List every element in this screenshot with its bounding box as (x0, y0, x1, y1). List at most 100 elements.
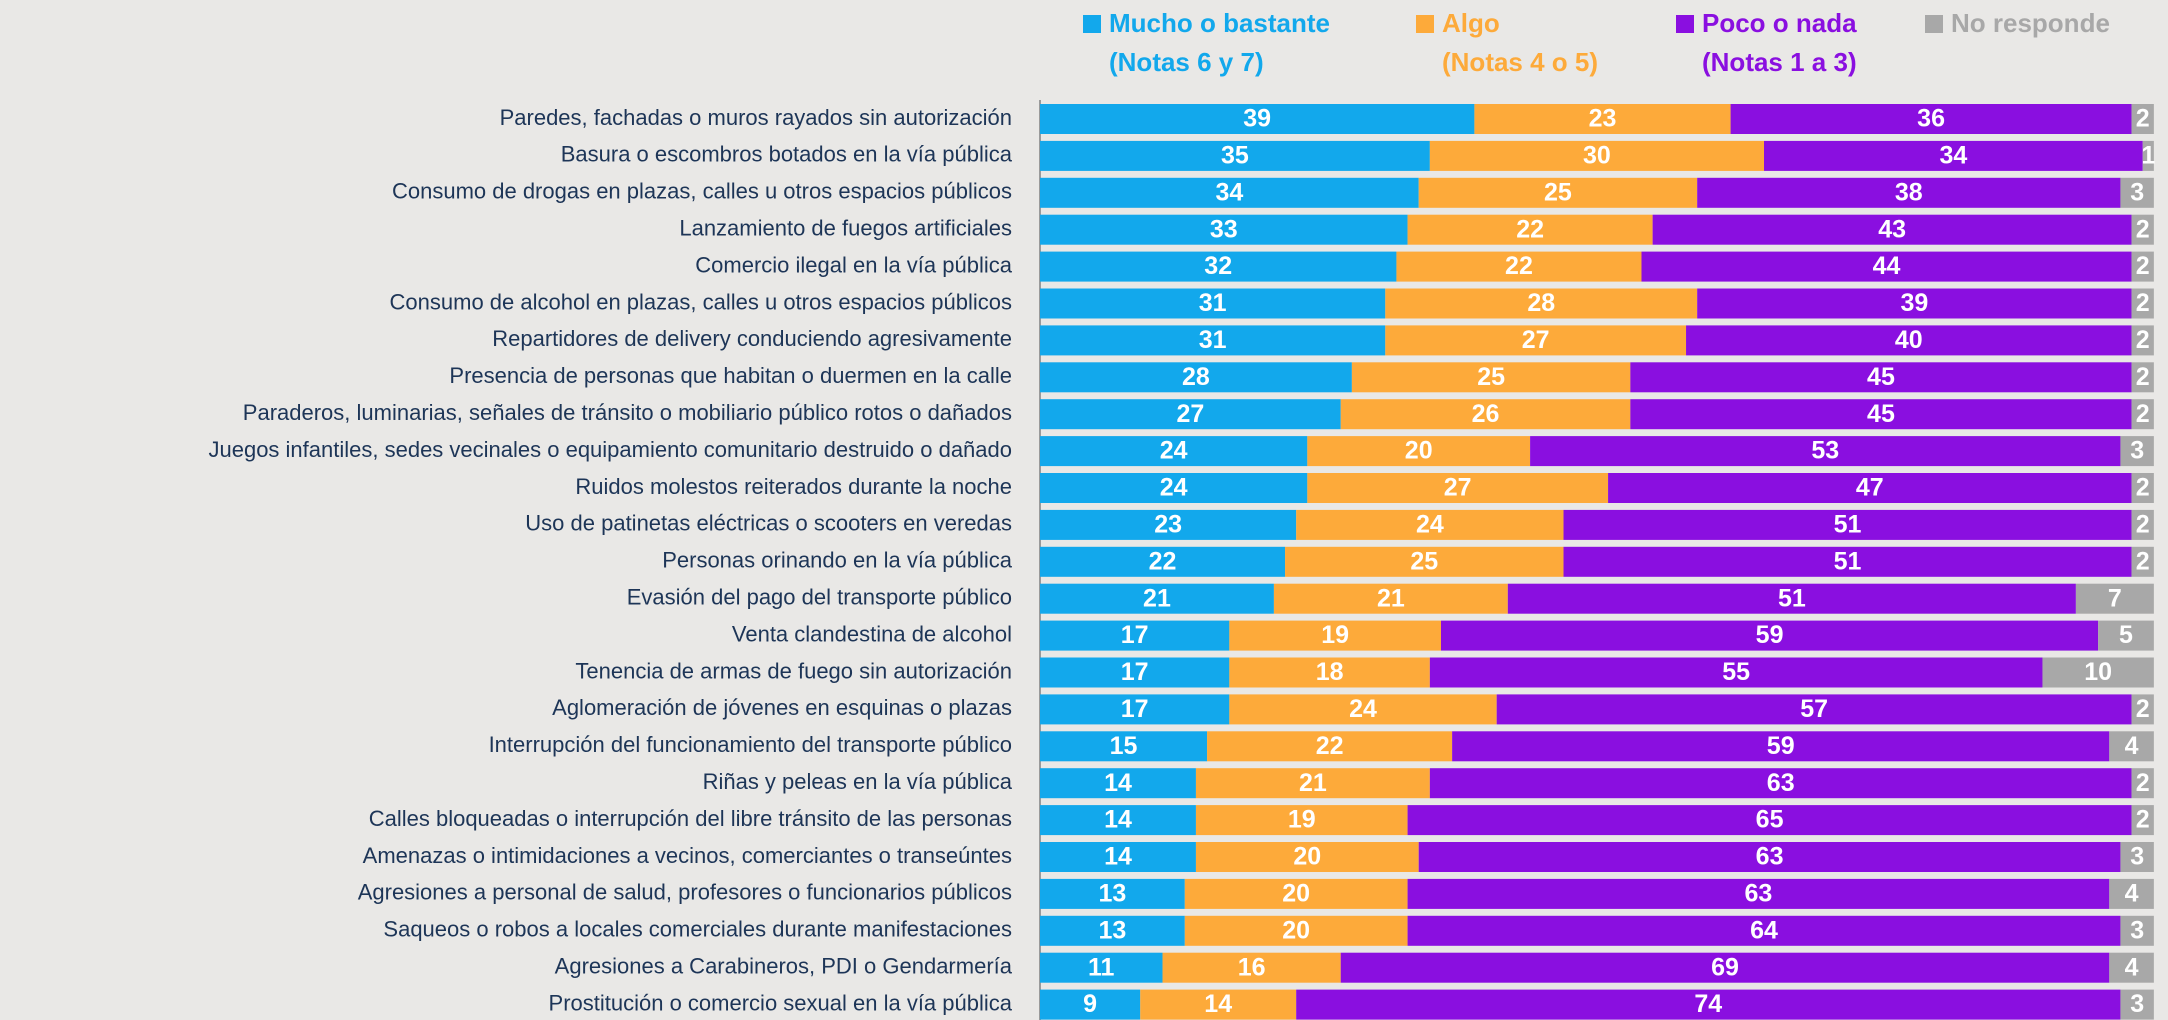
category-label: Calles bloqueadas o interrupción del lib… (369, 806, 1012, 831)
category-label: Venta clandestina de alcohol (732, 621, 1012, 646)
bar-segment (1340, 399, 1631, 430)
value-label: 14 (1204, 990, 1232, 1018)
bar-segment (1040, 436, 1308, 467)
category-label: Paredes, fachadas o muros rayados sin au… (500, 105, 1012, 130)
bar-segment (1229, 620, 1441, 651)
value-label: 40 (1895, 326, 1923, 354)
bar-segment (2131, 805, 2154, 836)
value-label: 22 (1149, 547, 1177, 575)
value-label: 31 (1199, 289, 1227, 317)
value-label: 63 (1767, 769, 1795, 797)
category-label: Tenencia de armas de fuego sin autorizac… (575, 658, 1012, 683)
bar-segment (1641, 251, 2132, 282)
bar-segment (1697, 288, 2132, 319)
bar-segment (1764, 140, 2143, 171)
category-label: Uso de patinetas eléctricas o scooters e… (525, 511, 1012, 536)
bar-segment (1285, 546, 1564, 577)
bar-segment (1418, 177, 1698, 208)
value-label: 13 (1098, 880, 1126, 908)
bar-segment (1351, 362, 1631, 393)
value-label: 23 (1589, 105, 1617, 133)
value-label: 3 (2130, 178, 2144, 206)
bar-segment (2120, 436, 2154, 467)
category-label: Riñas y peleas en la vía pública (703, 769, 1013, 794)
bar-segment (2131, 325, 2154, 356)
category-label: Consumo de drogas en plazas, calles u ot… (392, 179, 1012, 204)
value-label: 5 (2119, 621, 2133, 649)
bar-segment (2120, 842, 2154, 872)
bar-segment (2131, 288, 2154, 319)
value-label: 2 (2136, 547, 2150, 575)
category-label: Prostitución o comercio sexual en la vía… (549, 990, 1013, 1015)
value-label: 14 (1104, 843, 1132, 871)
bar-segment (2098, 620, 2154, 651)
bar-segment (1407, 214, 1653, 245)
bar-segment (1563, 546, 2132, 577)
bar-segment (1496, 694, 2132, 725)
category-label: Evasión del pago del transporte público (627, 585, 1012, 610)
bar-segment (1040, 878, 1185, 909)
value-label: 16 (1238, 953, 1266, 981)
bar-segment (1040, 251, 1397, 282)
bar-segment (1296, 989, 2121, 1020)
bar-segment (1418, 842, 2121, 872)
bar-segment (2075, 583, 2154, 614)
value-label: 33 (1210, 215, 1238, 243)
value-label: 21 (1299, 769, 1327, 797)
value-label: 3 (2130, 916, 2144, 944)
value-label: 2 (2136, 695, 2150, 723)
value-label: 30 (1583, 142, 1611, 170)
value-label: 27 (1522, 326, 1550, 354)
bar-segment (1140, 989, 1297, 1020)
bar-segment (1040, 104, 1475, 134)
bar-segment (1452, 731, 2110, 762)
bar-segment (1040, 288, 1386, 319)
value-label: 18 (1316, 658, 1344, 686)
bar-segment (1385, 288, 1698, 319)
value-label: 19 (1321, 621, 1349, 649)
bar-segment (1697, 177, 2121, 208)
bar-segment (1229, 694, 1497, 725)
value-label: 24 (1160, 474, 1188, 502)
bar-segment (1530, 436, 2121, 467)
bar-segment (1040, 952, 1163, 983)
bar-segment (2109, 952, 2154, 983)
bar-segment (1396, 251, 1642, 282)
value-label: 15 (1110, 732, 1138, 760)
bar-segment (1040, 768, 1196, 799)
legend-label: Mucho o bastante (1109, 8, 1330, 38)
value-label: 3 (2130, 843, 2144, 871)
value-label: 24 (1160, 437, 1188, 465)
category-label: Aglomeración de jóvenes en esquinas o pl… (552, 695, 1012, 720)
bar-segment (2131, 768, 2154, 799)
legend-note: (Notas 6 y 7) (1109, 47, 1264, 77)
bar-segment (1040, 989, 1141, 1020)
value-label: 7 (2108, 584, 2122, 612)
bar-segment (1040, 731, 1208, 762)
value-label: 51 (1834, 547, 1862, 575)
value-label: 59 (1756, 621, 1784, 649)
bar-segment (1040, 177, 1419, 208)
value-label: 2 (2136, 769, 2150, 797)
value-label: 45 (1867, 400, 1895, 428)
value-label: 2 (2136, 806, 2150, 834)
bar-segment (1340, 952, 2110, 983)
category-label: Basura o escombros botados en la vía púb… (561, 142, 1013, 167)
value-label: 34 (1939, 142, 1967, 170)
value-label: 14 (1104, 769, 1132, 797)
legend-swatch (1083, 15, 1101, 33)
value-label: 27 (1176, 400, 1204, 428)
bar-segment (1652, 214, 2132, 245)
bar-segment (1474, 104, 1731, 134)
value-label: 4 (2125, 880, 2139, 908)
value-label: 26 (1472, 400, 1500, 428)
bar-segment (1195, 805, 1408, 836)
bar-segment (2109, 878, 2154, 909)
value-label: 69 (1711, 953, 1739, 981)
bar-segment (1630, 362, 2132, 393)
value-label: 57 (1800, 695, 1828, 723)
bar-segment (1229, 657, 1430, 688)
bar-segment (1440, 620, 2099, 651)
bar-segment (1040, 362, 1352, 393)
bar-segment (1429, 768, 2132, 799)
